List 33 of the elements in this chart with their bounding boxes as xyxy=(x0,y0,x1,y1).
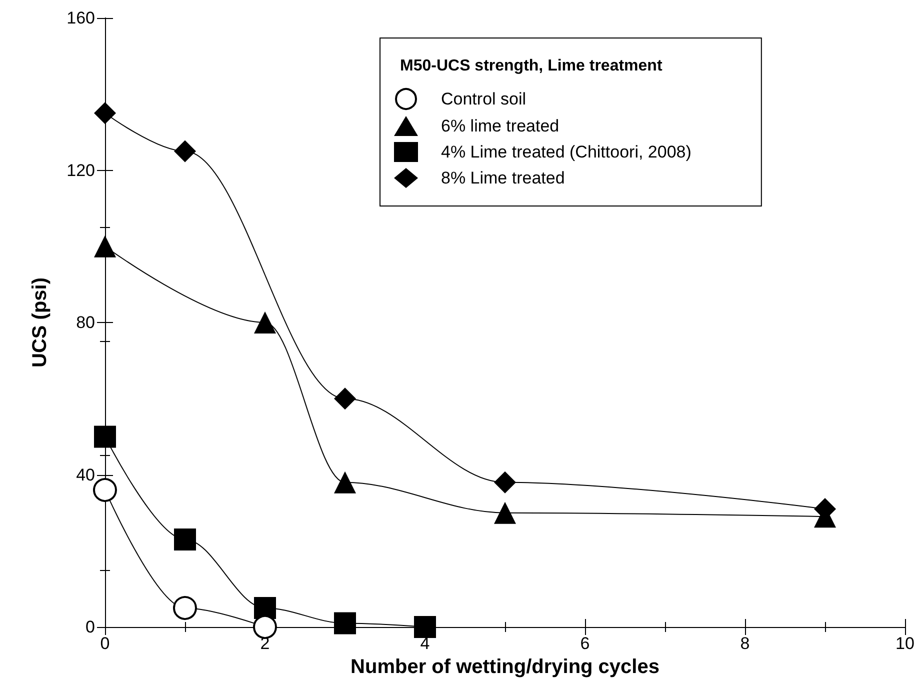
y-tick-label: 0 xyxy=(86,618,95,636)
point xyxy=(173,596,197,620)
point xyxy=(334,471,356,494)
x-tick-label: 4 xyxy=(420,634,430,653)
point xyxy=(334,388,356,410)
point xyxy=(414,616,436,638)
x-tick-label: 10 xyxy=(896,634,914,653)
point xyxy=(174,140,196,162)
x-tick-label: 0 xyxy=(100,634,110,653)
point xyxy=(254,596,276,619)
y-tick-label: 80 xyxy=(76,313,95,332)
point xyxy=(94,426,116,448)
legend-label: 8% Lime treated xyxy=(441,168,565,188)
y-tick-label: 120 xyxy=(66,160,95,180)
legend-label: 4% Lime treated (Chittoori, 2008) xyxy=(441,142,692,162)
y-axis-title: UCS (psi) xyxy=(29,278,51,368)
point xyxy=(253,615,277,639)
legend-label: Control soil xyxy=(441,90,526,108)
legend-title: M50-UCS strength, Lime treatment xyxy=(400,58,663,74)
x-tick-label: 6 xyxy=(580,634,590,653)
x-tick-label: 8 xyxy=(740,634,750,653)
point xyxy=(174,528,196,550)
point xyxy=(494,471,516,494)
point xyxy=(93,478,117,502)
point xyxy=(494,502,516,524)
point xyxy=(334,612,356,634)
y-tick-label: 40 xyxy=(76,465,95,484)
point xyxy=(254,312,276,334)
point xyxy=(94,235,116,258)
x-axis-title: Number of wetting/drying cycles xyxy=(350,656,660,678)
y-tick-label: 160 xyxy=(66,8,95,28)
point xyxy=(94,102,116,124)
legend-label: 6% lime treated xyxy=(441,116,560,136)
